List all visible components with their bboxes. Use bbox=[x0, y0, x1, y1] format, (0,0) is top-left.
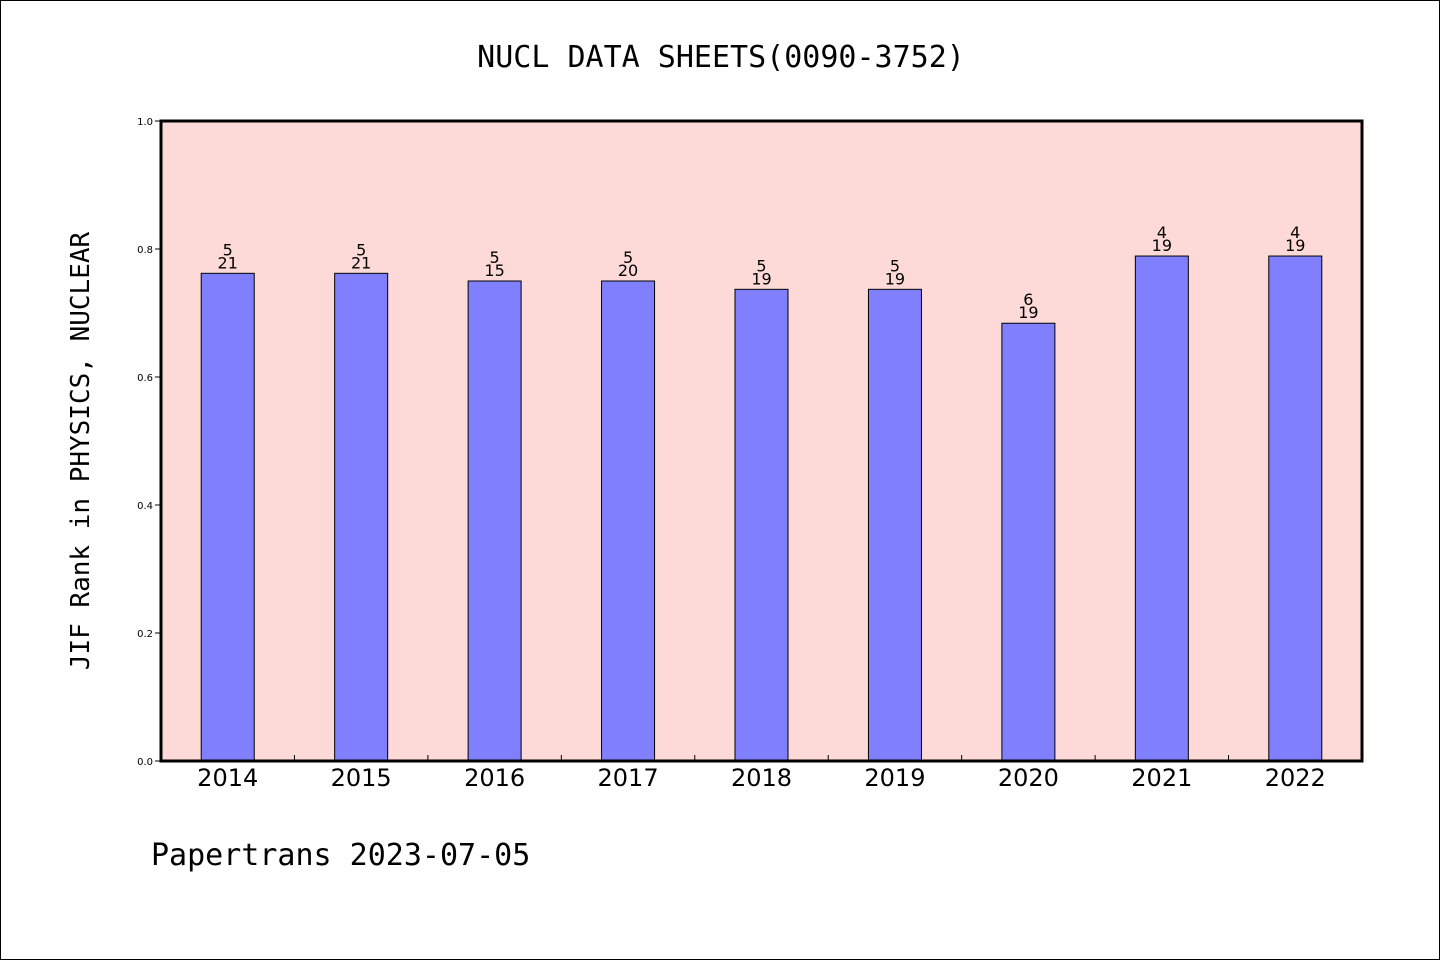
bar bbox=[334, 272, 389, 762]
x-tick-label: 2022 bbox=[1265, 764, 1326, 792]
bar-total-label: 21 bbox=[351, 253, 371, 272]
bar-total-label: 19 bbox=[1018, 303, 1038, 322]
y-tick-label: 0.0 bbox=[137, 757, 153, 768]
bar-total-label: 19 bbox=[751, 269, 771, 288]
bar-total-label: 20 bbox=[618, 261, 638, 280]
bar bbox=[1134, 255, 1189, 762]
bar-rank-label: 5 bbox=[490, 248, 500, 267]
credit-text: Papertrans 2023-07-05 bbox=[151, 838, 530, 873]
bar-rank-label: 6 bbox=[1023, 290, 1033, 309]
y-tick-label: 0.6 bbox=[137, 373, 153, 384]
plot-border bbox=[159, 119, 1364, 763]
x-tick-label: 2019 bbox=[864, 764, 925, 792]
x-tick-label: 2016 bbox=[464, 764, 525, 792]
chart-title: NUCL DATA SHEETS(0090-3752) bbox=[477, 40, 965, 75]
bar bbox=[601, 280, 656, 762]
bar-rank-label: 5 bbox=[623, 248, 633, 267]
x-tick-label: 2021 bbox=[1131, 764, 1192, 792]
bar-rank-label: 4 bbox=[1290, 223, 1300, 242]
bar-rank-label: 4 bbox=[1157, 223, 1167, 242]
x-tick-label: 2018 bbox=[731, 764, 792, 792]
x-tick-label: 2015 bbox=[331, 764, 392, 792]
bar-total-label: 19 bbox=[1152, 236, 1172, 255]
bar-rank-label: 5 bbox=[223, 240, 233, 259]
x-tick-label: 2014 bbox=[197, 764, 258, 792]
bar-total-label: 19 bbox=[885, 269, 905, 288]
x-axis: 2014 2015 2016 2017 2018 2019 2020 2021 2022 bbox=[197, 755, 1326, 792]
bar-total-label: 19 bbox=[1285, 236, 1305, 255]
bar bbox=[734, 288, 789, 762]
bars bbox=[200, 255, 1323, 762]
y-axis: 0.0 0.2 0.4 0.6 0.8 1.0 bbox=[137, 117, 161, 768]
bar bbox=[200, 272, 255, 762]
bar-total-label: 15 bbox=[484, 261, 504, 280]
y-axis-label: JIF Rank in PHYSICS, NUCLEAR bbox=[66, 232, 96, 671]
bar bbox=[467, 280, 522, 762]
x-tick-label: 2017 bbox=[598, 764, 659, 792]
bar bbox=[1268, 255, 1323, 762]
y-tick-label: 0.8 bbox=[137, 245, 153, 256]
bar-total-label: 21 bbox=[218, 253, 238, 272]
y-tick-label: 0.4 bbox=[137, 501, 153, 512]
y-tick-label: 0.2 bbox=[137, 629, 153, 640]
bar-rank-label: 5 bbox=[890, 256, 900, 275]
bar bbox=[1001, 322, 1056, 762]
y-tick-label: 1.0 bbox=[137, 117, 153, 128]
bar-rank-label: 5 bbox=[356, 240, 366, 259]
bar-rank-label: 5 bbox=[756, 256, 766, 275]
x-tick-label: 2020 bbox=[998, 764, 1059, 792]
bar bbox=[867, 288, 922, 762]
